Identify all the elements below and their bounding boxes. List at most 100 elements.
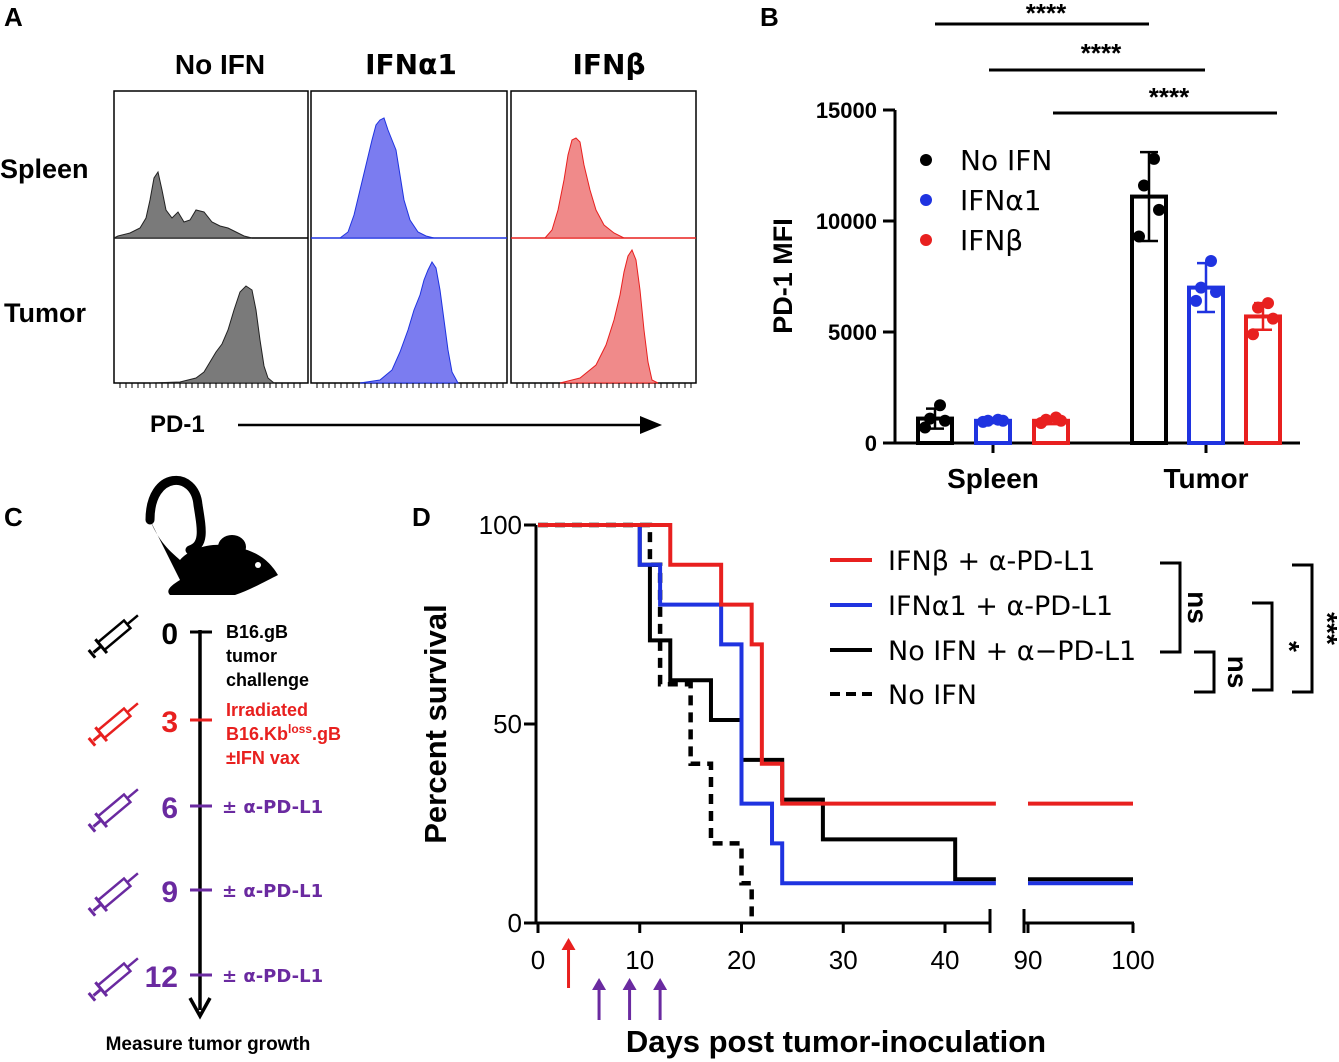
d-x-tick-label: 100 bbox=[1111, 945, 1154, 975]
timeline-label-line: B16.Kbloss.gB bbox=[226, 722, 341, 744]
syringe-icon bbox=[87, 614, 139, 659]
syringe-needle bbox=[126, 872, 139, 884]
data-point bbox=[1252, 301, 1264, 314]
data-point bbox=[1210, 286, 1222, 299]
injection-arrow-head bbox=[592, 978, 607, 990]
legend-label: IFNβ bbox=[960, 224, 1023, 257]
legend-marker bbox=[920, 194, 932, 206]
data-point bbox=[1262, 297, 1274, 310]
syringe-needle bbox=[126, 702, 139, 714]
sig-bracket-ns-bottom bbox=[1194, 650, 1216, 694]
row-tumor: Tumor bbox=[4, 298, 86, 328]
legend-label: No IFN bbox=[888, 680, 977, 711]
timeline-day: 3 bbox=[161, 706, 178, 739]
d-y-label: Percent survival bbox=[418, 604, 453, 844]
timeline-day: 12 bbox=[145, 961, 178, 994]
b-x-tick-label: Spleen bbox=[947, 463, 1039, 494]
syringe-handle bbox=[87, 823, 97, 833]
sig-bracket-star-label: * bbox=[1274, 641, 1305, 652]
data-point bbox=[1050, 411, 1062, 424]
syringe-plunger bbox=[92, 644, 103, 654]
syringe-handle bbox=[87, 737, 97, 747]
legend-label: IFNβ + α-PD-L1 bbox=[888, 546, 1095, 577]
sig-label: **** bbox=[1081, 38, 1122, 68]
b-y-tick-label: 0 bbox=[865, 431, 877, 456]
timeline-label: Irradiated bbox=[226, 700, 308, 720]
panel-d-label: D bbox=[412, 502, 431, 532]
syringe-plunger bbox=[92, 987, 103, 997]
syringe-icon bbox=[87, 702, 139, 747]
col-no-ifn: No IFN bbox=[175, 49, 265, 80]
d-y-tick-label: 0 bbox=[508, 908, 522, 938]
survival-line-0 bbox=[538, 523, 996, 806]
legend-label: No IFN bbox=[960, 144, 1052, 177]
syringe-handle bbox=[87, 907, 97, 917]
legend-label: IFNα1 + α-PD-L1 bbox=[888, 591, 1113, 622]
injection-arrow-head bbox=[653, 978, 668, 990]
data-point bbox=[992, 413, 1004, 426]
pd1-arrow-head bbox=[640, 416, 662, 434]
data-point bbox=[1267, 312, 1279, 325]
data-point bbox=[1247, 328, 1259, 341]
d-x-tick-label: 40 bbox=[931, 945, 960, 975]
data-point bbox=[1195, 281, 1207, 294]
timeline-arrowhead bbox=[188, 997, 212, 1020]
d-x-tick-label: 0 bbox=[531, 945, 545, 975]
syringe-icon bbox=[87, 788, 139, 833]
b-y-tick-label: 10000 bbox=[816, 209, 877, 234]
timeline-label: ±IFN vax bbox=[226, 748, 300, 768]
syringe-body bbox=[96, 876, 133, 910]
injection-arrow-head bbox=[622, 978, 637, 990]
syringe-body bbox=[96, 961, 133, 995]
syringe-plunger bbox=[92, 818, 103, 828]
col-ifna1: IFNα1 bbox=[365, 48, 457, 81]
injection-arrow-head bbox=[561, 938, 576, 950]
sig-bracket-three-star-label: *** bbox=[1312, 612, 1339, 645]
d-x-label: Days post tumor-inoculation bbox=[626, 1024, 1046, 1059]
panel-a-xlabel: PD-1 bbox=[150, 411, 205, 438]
panel-b-bar-chart: 0 5000 10000 15000 PD-1 MFI Spleen Tumor No IFN… bbox=[768, 0, 1300, 494]
legend-marker bbox=[920, 234, 932, 246]
data-point bbox=[1040, 413, 1052, 426]
data-point bbox=[934, 399, 946, 412]
hist-spleen-ifnb bbox=[543, 137, 625, 239]
panel-d-survival-chart: 0 50 100 0 10 20 30 40 90 100 Percent survival Days… bbox=[418, 510, 1339, 1059]
hist-tumor-ifna1 bbox=[359, 261, 459, 384]
syringe-body bbox=[96, 618, 133, 652]
panel-a-histograms: No IFN IFNα1 IFNβ Spleen Tumor PD-1 bbox=[0, 48, 697, 438]
syringe-handle bbox=[87, 649, 97, 659]
data-point bbox=[1190, 294, 1202, 307]
d-y-tick-label: 50 bbox=[493, 709, 522, 739]
mouse-icon bbox=[145, 476, 278, 595]
sig-bracket-ns-top bbox=[1160, 561, 1182, 654]
d-x-tick-label: 20 bbox=[727, 945, 756, 975]
b-y-tick-label: 15000 bbox=[816, 98, 877, 123]
col-ifnb: IFNβ bbox=[572, 48, 645, 81]
d-x-tick-label: 30 bbox=[829, 945, 858, 975]
legend-label: No IFN + α−PD-L1 bbox=[888, 636, 1136, 667]
panel-a-label: A bbox=[4, 2, 23, 32]
hist-spleen-noifn bbox=[113, 170, 253, 239]
syringe-plunger bbox=[92, 902, 103, 912]
timeline-label: B16.gB bbox=[226, 622, 288, 642]
sig-bracket-star bbox=[1252, 601, 1274, 692]
data-point bbox=[919, 421, 931, 434]
syringe-needle bbox=[126, 614, 139, 626]
timeline-label: tumor bbox=[226, 646, 277, 666]
timeline-day: 9 bbox=[161, 876, 178, 909]
b-x-tick-label: Tumor bbox=[1163, 463, 1248, 494]
syringe-body bbox=[96, 706, 133, 740]
data-point bbox=[1148, 152, 1160, 165]
hist-tumor-ifnb bbox=[559, 248, 659, 384]
data-point bbox=[1205, 254, 1217, 267]
b-y-tick-label: 5000 bbox=[828, 320, 877, 345]
d-x-tick-label: 10 bbox=[625, 945, 654, 975]
d-x-tick-label: 90 bbox=[1014, 945, 1043, 975]
timeline-label: ± α-PD-L1 bbox=[222, 797, 323, 818]
syringe-icon bbox=[87, 957, 139, 1002]
timeline-day: 6 bbox=[161, 792, 178, 825]
sig-bracket-ns-bottom-label: ns bbox=[1222, 656, 1253, 689]
timeline-footer: Measure tumor growth bbox=[106, 1034, 311, 1055]
hist-spleen-ifna1 bbox=[338, 117, 435, 239]
survival-line-1 bbox=[538, 523, 996, 886]
